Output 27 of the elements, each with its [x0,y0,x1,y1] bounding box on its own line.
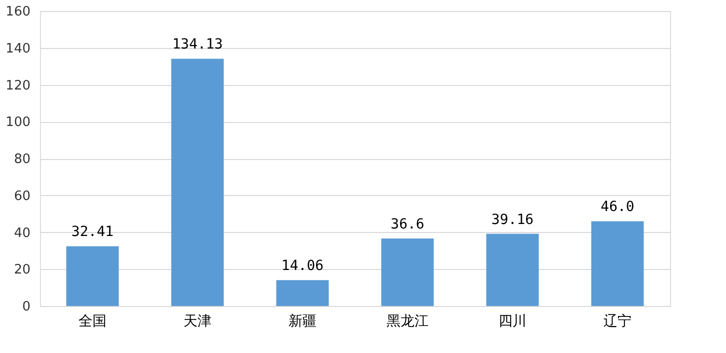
bar [171,58,224,306]
data-label: 39.16 [491,212,534,228]
x-tick-label: 四川 [498,314,526,330]
data-label: 32.41 [71,224,114,240]
bar [66,246,119,306]
y-tick-label: 120 [6,78,30,94]
x-tick-label: 天津 [184,314,212,330]
y-tick-label: 100 [6,115,30,130]
y-tick-label: 20 [14,262,30,278]
bar [381,238,434,306]
data-label: 14.06 [281,258,324,274]
data-label: 46.0 [600,199,634,216]
x-tick-label: 全国 [78,314,106,330]
bar [486,234,539,306]
x-tick-label: 黑龙江 [386,314,428,330]
y-tick-label: 160 [6,4,30,20]
bar [591,221,644,306]
data-label: 36.6 [390,216,424,233]
y-tick-label: 140 [6,41,30,56]
bar [276,280,329,306]
y-tick-label: 40 [14,226,30,241]
data-label: 134.13 [172,36,223,53]
x-tick-label: 辽宁 [604,314,632,330]
x-tick-label: 新疆 [288,314,316,330]
y-tick-label: 0 [22,300,30,314]
y-tick-label: 60 [14,188,30,204]
y-tick-label: 80 [14,152,30,167]
